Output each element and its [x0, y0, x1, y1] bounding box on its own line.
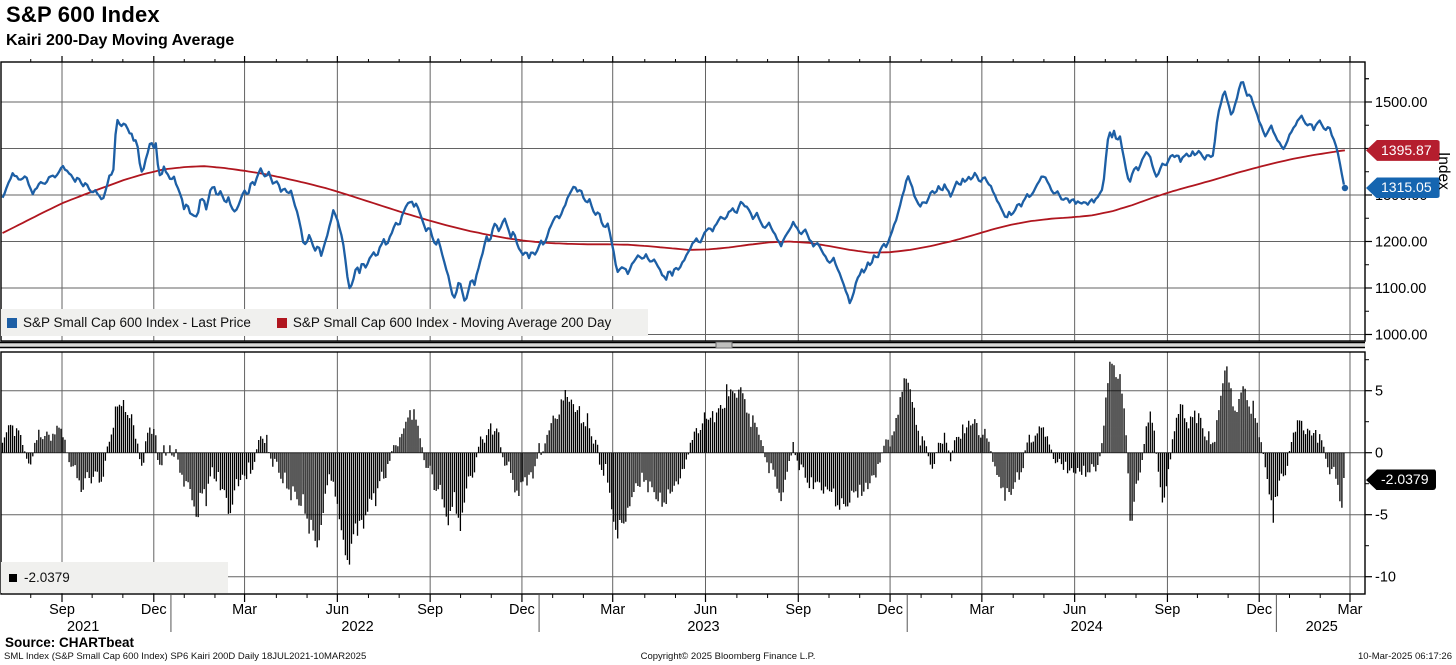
- x-axis-month-label: Dec: [1246, 602, 1272, 618]
- x-axis-month-label: Dec: [877, 602, 903, 618]
- x-axis-month-label: Mar: [600, 602, 625, 618]
- kairi-bars-series: [1, 361, 1345, 565]
- panel-frame: [0, 351, 1366, 595]
- x-axis-year-label: 2022: [341, 619, 373, 635]
- x-axis-month-label: Jun: [694, 602, 717, 618]
- x-axis-month-label: Mar: [1337, 602, 1362, 618]
- moving-average-swatch-icon: [276, 317, 287, 328]
- x-axis-year-label: 2024: [1071, 619, 1103, 635]
- panel-splitter: [0, 343, 1365, 348]
- x-axis-month-label: Sep: [417, 602, 443, 618]
- last-price-swatch-icon: [7, 317, 17, 328]
- footer-chart-spec: SML Index (S&P Small Cap 600 Index) SP6 …: [4, 651, 367, 662]
- x-axis-month-label: Mar: [969, 602, 994, 618]
- last-price-end-dot: [1341, 184, 1349, 192]
- last-price-line-series: [1, 81, 1346, 305]
- source-label: Source: CHARTbeat: [5, 635, 135, 650]
- y-axis-title: Index: [1435, 152, 1452, 190]
- splitter-grip-handle[interactable]: [715, 341, 733, 349]
- ma-last-value-badge: 1395.87: [1366, 139, 1440, 161]
- legend-item-moving-average: S&P Small Cap 600 Index - Moving Average…: [276, 315, 612, 330]
- x-axis-month-label: Dec: [509, 602, 535, 618]
- x-axis-month-label: Sep: [49, 602, 75, 618]
- footer-timestamp: 10-Mar-2025 06:17:26: [1357, 651, 1452, 662]
- panel-frame: [0, 61, 1366, 342]
- x-axis-month-label: Dec: [141, 602, 167, 618]
- y-axis-tick-label: 1000.00: [1375, 327, 1427, 343]
- price-last-value-badge: 1315.05: [1366, 177, 1440, 199]
- y-axis-tick-label: -10: [1375, 570, 1396, 586]
- kairi-swatch-icon: [9, 573, 17, 582]
- x-axis-year-label: 2021: [67, 619, 99, 635]
- y-axis-tick-label: 1100.00: [1375, 281, 1426, 297]
- x-axis-year-label: 2023: [687, 619, 719, 635]
- legend-label-last-price: S&P Small Cap 600 Index - Last Price: [23, 315, 251, 330]
- chart-subtitle: Kairi 200-Day Moving Average: [6, 32, 235, 49]
- x-axis-month-label: Mar: [232, 602, 257, 618]
- x-axis-month-label: Sep: [785, 602, 811, 618]
- kairi-panel-legend: -2.0379: [1, 562, 228, 593]
- chart-title: S&P 600 Index: [6, 2, 160, 27]
- x-axis-month-label: Jun: [1063, 602, 1086, 618]
- y-axis-tick-label: 1500.00: [1375, 95, 1427, 111]
- kairi-last-value-badge: -2.0379: [1366, 469, 1437, 491]
- x-axis-month-label: Jun: [326, 602, 349, 618]
- y-axis-tick-label: -5: [1375, 508, 1388, 524]
- price-panel-legend: S&P Small Cap 600 Index - Last Price S&P…: [1, 309, 648, 336]
- x-axis-month-label: Sep: [1155, 602, 1181, 618]
- footer-copyright: Copyright© 2025 Bloomberg Finance L.P.: [640, 651, 816, 662]
- y-axis-tick-label: 5: [1375, 384, 1383, 400]
- x-axis-year-label: 2025: [1306, 619, 1338, 635]
- y-axis-tick-label: 0: [1375, 446, 1383, 462]
- legend-item-last-price: S&P Small Cap 600 Index - Last Price: [7, 315, 251, 330]
- kairi-legend-value: -2.0379: [24, 570, 70, 585]
- moving-average-line-series: [2, 149, 1345, 254]
- legend-label-moving-average: S&P Small Cap 600 Index - Moving Average…: [292, 315, 612, 330]
- y-axis-tick-label: 1200.00: [1375, 234, 1427, 250]
